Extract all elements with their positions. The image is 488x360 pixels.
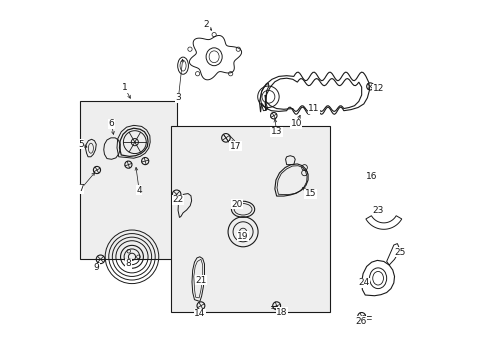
Text: 6: 6 — [108, 120, 114, 129]
Text: 8: 8 — [125, 260, 131, 269]
Text: 16: 16 — [365, 172, 376, 181]
FancyBboxPatch shape — [80, 102, 176, 258]
Text: 18: 18 — [276, 308, 287, 317]
Text: 25: 25 — [393, 248, 405, 257]
Text: 4: 4 — [136, 185, 142, 194]
Text: 10: 10 — [290, 119, 302, 128]
Text: 13: 13 — [270, 127, 282, 136]
Text: 21: 21 — [195, 275, 206, 284]
Text: 7: 7 — [78, 184, 83, 193]
Text: 9: 9 — [93, 263, 99, 272]
Text: 26: 26 — [354, 316, 366, 325]
Text: 1: 1 — [122, 83, 127, 92]
Text: 5: 5 — [78, 140, 83, 149]
FancyBboxPatch shape — [171, 126, 329, 312]
Text: 23: 23 — [372, 206, 384, 215]
Text: 24: 24 — [358, 278, 369, 287]
Text: 3: 3 — [175, 93, 181, 102]
Text: 11: 11 — [308, 104, 319, 113]
Text: 12: 12 — [372, 84, 384, 93]
Text: 15: 15 — [304, 189, 316, 198]
Text: 19: 19 — [237, 232, 248, 241]
Text: 17: 17 — [229, 141, 241, 150]
Text: 22: 22 — [172, 195, 183, 204]
Text: 14: 14 — [194, 310, 205, 319]
Text: 2: 2 — [203, 20, 209, 29]
Text: 20: 20 — [231, 200, 243, 209]
